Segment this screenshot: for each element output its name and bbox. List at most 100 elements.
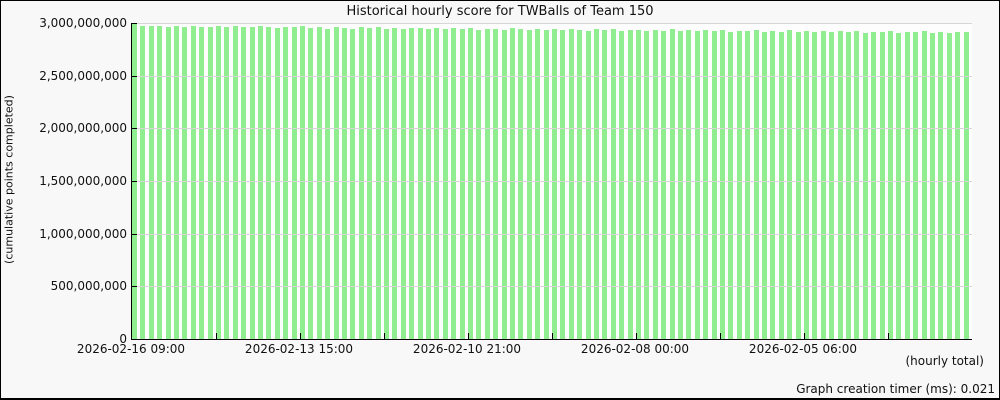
bar — [795, 32, 801, 339]
chart-title: Historical hourly score for TWBalls of T… — [346, 4, 654, 19]
bar — [174, 26, 179, 339]
bar — [434, 27, 440, 339]
gridline — [132, 75, 972, 77]
bar — [560, 30, 566, 339]
y-tick-label: 3,000,000,000 — [39, 16, 127, 30]
bar — [896, 32, 902, 339]
bar — [274, 27, 280, 339]
bar — [493, 29, 499, 339]
bar — [854, 30, 860, 339]
x-tick-label: 2026-02-10 21:00 — [412, 342, 522, 356]
bar — [913, 32, 919, 339]
bar — [207, 27, 213, 339]
y-tick — [132, 181, 137, 182]
bar — [619, 30, 625, 339]
bar — [745, 31, 751, 339]
x-tick-label: 2026-02-05 06:00 — [748, 342, 858, 356]
bar — [199, 26, 205, 339]
x-tick — [216, 333, 217, 339]
bar — [610, 28, 616, 339]
bar — [409, 27, 415, 339]
x-tick — [300, 333, 301, 339]
x-tick — [384, 333, 385, 339]
y-tick — [132, 339, 137, 340]
bar — [325, 28, 331, 339]
bar — [249, 26, 255, 339]
bar — [300, 26, 305, 339]
bar — [904, 31, 910, 339]
gridline — [132, 286, 972, 288]
bar — [501, 29, 507, 339]
bar — [921, 31, 927, 339]
bar — [232, 26, 238, 339]
x-tick — [552, 333, 553, 339]
bar — [703, 30, 709, 339]
bar — [291, 27, 297, 339]
bar — [753, 30, 759, 339]
bar — [862, 32, 868, 339]
bar — [392, 28, 398, 339]
bar — [182, 27, 188, 339]
bar — [694, 31, 700, 339]
bar — [686, 30, 692, 339]
bar — [711, 31, 717, 339]
gridline — [132, 23, 972, 24]
bar — [476, 29, 482, 339]
x-tick — [720, 333, 721, 339]
bar — [148, 26, 154, 339]
y-tick — [132, 128, 137, 130]
bar — [367, 28, 373, 339]
bar — [165, 26, 171, 339]
y-tick-label: 1,500,000,000 — [39, 174, 127, 188]
gridline — [132, 233, 972, 235]
bar — [316, 27, 322, 339]
bar — [283, 26, 289, 339]
bar — [459, 29, 465, 339]
bar — [568, 29, 574, 339]
bar — [627, 29, 633, 339]
bar — [846, 32, 851, 339]
bar — [594, 29, 599, 339]
bar — [879, 32, 885, 339]
y-tick — [132, 233, 137, 235]
bar — [358, 27, 364, 339]
bar — [778, 31, 784, 339]
y-tick-label: 2,500,000,000 — [39, 68, 127, 83]
y-tick-label: 1,000,000,000 — [39, 226, 127, 241]
plot-area — [131, 23, 972, 340]
bar — [426, 29, 431, 339]
bar — [837, 31, 843, 339]
bar — [812, 31, 818, 339]
bar — [787, 30, 793, 339]
bar — [585, 30, 591, 339]
bar — [535, 28, 541, 339]
bar — [308, 28, 314, 339]
bar — [946, 32, 952, 339]
y-tick — [132, 286, 137, 288]
bar — [888, 31, 893, 339]
bar — [140, 25, 146, 339]
bar — [543, 29, 549, 339]
bar — [871, 31, 877, 339]
bar — [930, 32, 935, 339]
bar — [510, 28, 515, 339]
y-tick — [132, 23, 137, 24]
bar — [820, 30, 826, 339]
x-tick-label: 2026-02-08 00:00 — [580, 342, 690, 356]
x-tick — [468, 333, 469, 339]
bar — [417, 28, 423, 339]
gridline — [132, 181, 972, 182]
bar — [577, 29, 583, 339]
graph-timer-text: Graph creation timer (ms): 0.021 — [796, 382, 995, 396]
bar — [736, 30, 742, 339]
bar — [258, 25, 263, 339]
bar — [442, 28, 448, 339]
bar — [728, 31, 734, 339]
bar — [190, 25, 196, 339]
bar — [224, 26, 230, 339]
bar — [266, 27, 272, 339]
bar — [636, 30, 641, 339]
bar — [468, 27, 473, 339]
x-tick — [888, 333, 889, 339]
bar — [216, 26, 221, 339]
